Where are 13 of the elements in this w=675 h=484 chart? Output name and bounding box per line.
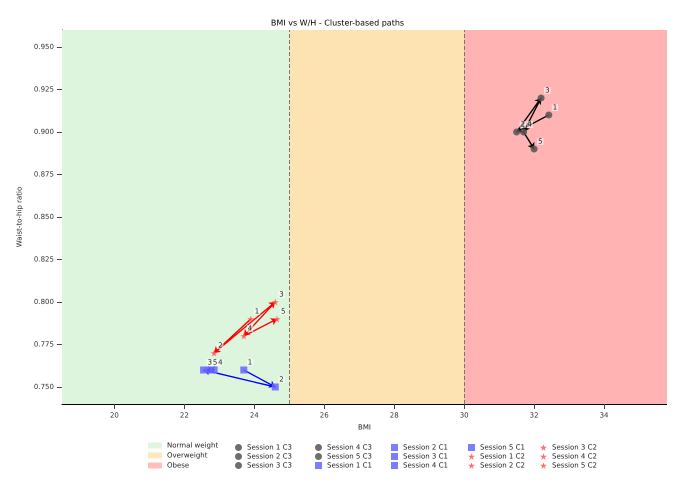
- point: [240, 332, 248, 340]
- point: [247, 316, 254, 322]
- point: [520, 128, 528, 136]
- point: [240, 366, 248, 374]
- point: [513, 128, 520, 136]
- point: [272, 384, 279, 390]
- point: [210, 350, 218, 356]
- point: [545, 112, 552, 118]
- chart-title: BMI vs W/H - Cluster-based paths: [270, 18, 404, 28]
- point: [274, 316, 281, 322]
- point: [272, 298, 279, 306]
- point: [530, 146, 538, 152]
- point: [538, 94, 545, 102]
